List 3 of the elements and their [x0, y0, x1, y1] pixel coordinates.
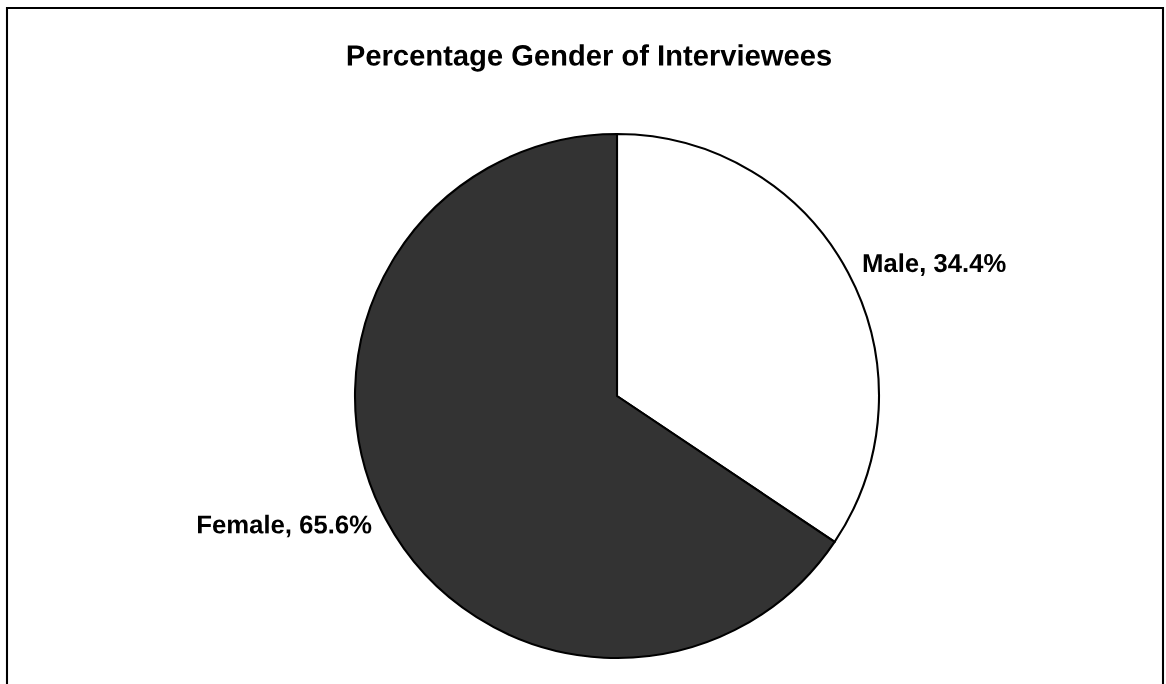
chart-title: Percentage Gender of Interviewees — [347, 44, 831, 72]
slice-label: Male, 34.4% — [863, 253, 1006, 276]
slice-label: Female, 65.6% — [198, 514, 372, 538]
